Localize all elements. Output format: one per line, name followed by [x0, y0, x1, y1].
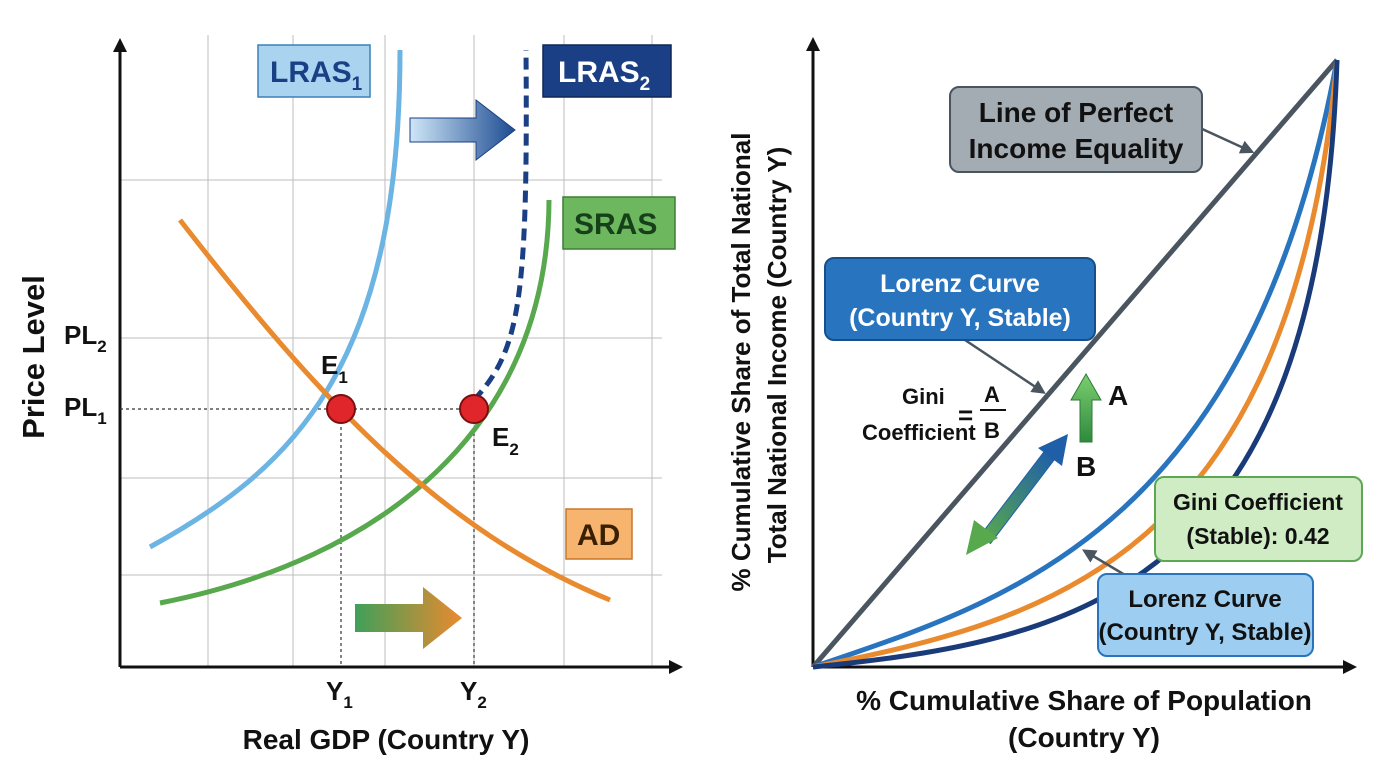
svg-text:Income Equality: Income Equality [969, 133, 1184, 164]
svg-text:LRAS2: LRAS2 [558, 56, 650, 95]
pl2-label: PL2 [64, 320, 107, 356]
svg-text:(Stable): 0.42: (Stable): 0.42 [1186, 523, 1329, 549]
e2-point [459, 394, 489, 424]
sras-curve [159, 199, 552, 606]
lras1-curve [148, 49, 403, 550]
equality-label-box: Line of Perfect Income Equality [949, 86, 1203, 173]
area-up-arrow [1070, 372, 1102, 443]
y2-label: Y2 [460, 676, 487, 712]
lorenz-x-axis-title-1: % Cumulative Share of Population [856, 685, 1312, 716]
svg-text:LRAS1: LRAS1 [270, 56, 363, 95]
sras-label-box: SRAS [562, 196, 676, 250]
svg-text:Line of Perfect: Line of Perfect [979, 97, 1173, 128]
svg-text:Lorenz Curve: Lorenz Curve [1128, 586, 1281, 613]
lorenz-graph: A B Gini Coefficient = A B Line of Perfe… [726, 37, 1363, 753]
gini-value-box: Gini Coefficient (Stable): 0.42 [1154, 476, 1363, 562]
svg-text:AD: AD [577, 519, 620, 552]
lorenz-curve-orange [812, 59, 1340, 670]
lorenz-bottom-label-box: Lorenz Curve (Country Y, Stable) [1097, 573, 1314, 657]
y1-label: Y1 [326, 676, 353, 712]
gdp-shift-arrow [355, 587, 462, 649]
svg-text:SRAS: SRAS [574, 208, 657, 241]
ad-label-box: AD [565, 508, 633, 560]
svg-text:(Country Y, Stable): (Country Y, Stable) [1099, 619, 1312, 646]
lras2-curve [472, 49, 529, 402]
lorenz-top-label-box: Lorenz Curve (Country Y, Stable) [824, 257, 1096, 341]
lorenz-top-pointer [964, 338, 1046, 394]
lras1-label-box: LRAS1 [257, 44, 371, 98]
area-a-label: A [1108, 380, 1128, 411]
equality-line [811, 58, 1339, 669]
real-gdp-axis-title: Real GDP (Country Y) [243, 724, 530, 755]
svg-text:Lorenz Curve: Lorenz Curve [880, 270, 1040, 298]
svg-text:A: A [984, 382, 1000, 407]
pl1-label: PL1 [64, 392, 107, 428]
lorenz-curve-blue [812, 59, 1340, 670]
svg-text:=: = [958, 400, 973, 430]
lorenz-y-axis-title-1: % Cumulative Share of Total National [726, 133, 756, 592]
area-double-arrow [966, 434, 1068, 555]
svg-text:B: B [984, 418, 1000, 443]
svg-text:Gini: Gini [902, 384, 945, 409]
svg-text:Coefficient: Coefficient [862, 420, 976, 445]
svg-text:(Country Y, Stable): (Country Y, Stable) [849, 304, 1071, 332]
lorenz-x-axis-title-2: (Country Y) [1008, 722, 1160, 753]
price-level-axis-title: Price Level [16, 275, 51, 439]
lorenz-y-axis-title-2: Total National Income (Country Y) [762, 147, 792, 564]
svg-text:Gini Coefficient: Gini Coefficient [1173, 489, 1343, 515]
gini-formula: Gini Coefficient = A B [862, 382, 1006, 445]
e1-point [326, 394, 356, 424]
lras2-label-box: LRAS2 [542, 44, 672, 98]
grid-lines [120, 35, 662, 667]
area-b-label: B [1076, 451, 1096, 482]
ad-curve [178, 218, 611, 603]
ad-as-graph: E1 E2 LRAS1 LRAS2 SRAS AD PL2 PL1 Y1 Y2 … [16, 35, 683, 755]
e1-label: E1 [321, 350, 348, 387]
lras-shift-arrow [409, 98, 516, 162]
equality-pointer [1199, 126, 1255, 154]
e2-label: E2 [492, 422, 519, 459]
